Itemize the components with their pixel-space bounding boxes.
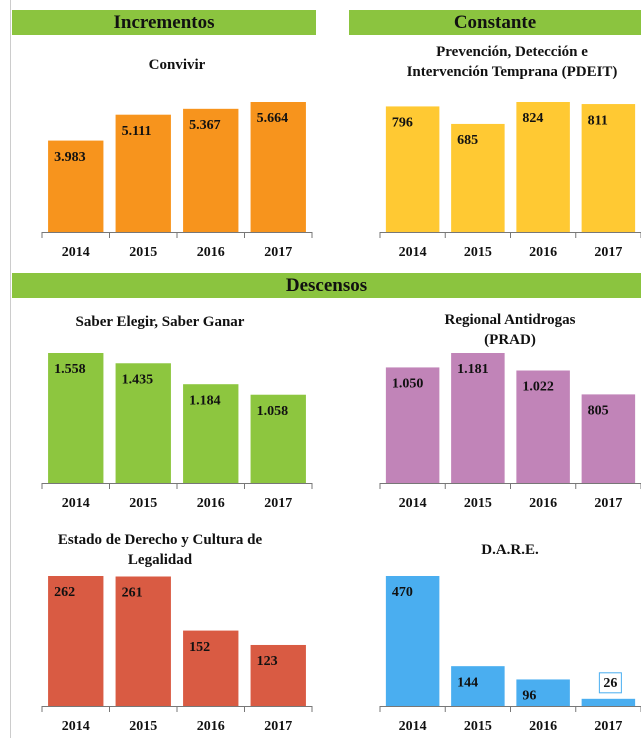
x-tick-label: 2017 [594, 719, 622, 734]
bar [581, 394, 636, 483]
bar [516, 370, 570, 483]
x-tick-label: 2016 [529, 496, 557, 511]
x-tick-label: 2016 [197, 719, 225, 734]
bar [115, 114, 171, 232]
data-label: 1.435 [122, 372, 154, 387]
x-tick-label: 2014 [399, 245, 427, 260]
bar [250, 102, 306, 232]
x-tick-label: 2015 [464, 245, 492, 260]
chart-title: Saber Elegir, Saber Ganar [75, 314, 245, 330]
bar [250, 644, 306, 706]
x-tick-label: 2014 [399, 496, 427, 511]
data-label: 796 [392, 116, 413, 131]
data-label: 805 [588, 404, 609, 419]
bar [385, 576, 440, 706]
label-box [598, 672, 622, 694]
data-label: 1.058 [257, 404, 289, 419]
bar [183, 384, 239, 483]
bar [115, 363, 171, 483]
data-label: 5.367 [189, 118, 221, 133]
bar [48, 140, 104, 232]
x-tick-label: 2014 [399, 719, 427, 734]
data-label: 824 [522, 111, 543, 126]
data-label: 1.184 [189, 393, 221, 408]
x-tick-label: 2014 [62, 245, 90, 260]
data-label: 3.983 [54, 150, 85, 165]
chart-title: Regional Antidrogas (PRAD) [444, 312, 576, 348]
data-label: 470 [392, 585, 413, 600]
bar [48, 576, 104, 706]
data-label: 1.181 [457, 362, 489, 377]
bar [581, 698, 636, 706]
data-label: 123 [257, 654, 278, 669]
section-header: Incrementos [12, 10, 316, 35]
section-header: Descensos [12, 273, 641, 298]
x-tick-label: 2017 [594, 245, 622, 260]
x-tick-label: 2015 [464, 719, 492, 734]
data-label: 261 [122, 586, 143, 601]
data-label: 262 [54, 585, 75, 600]
data-label: 144 [457, 675, 478, 690]
x-tick-label: 2017 [264, 719, 292, 734]
x-tick-label: 2016 [529, 719, 557, 734]
bar [115, 576, 171, 706]
x-tick-label: 2014 [62, 719, 90, 734]
bar [581, 104, 636, 232]
bar [451, 666, 505, 706]
x-tick-label: 2016 [529, 245, 557, 260]
bar [516, 102, 570, 232]
chart-title: Convivir [148, 57, 206, 73]
bar [385, 367, 440, 483]
section-header: Constante [349, 10, 641, 35]
bar [385, 106, 440, 232]
x-tick-label: 2017 [264, 245, 292, 260]
x-tick-label: 2015 [129, 719, 157, 734]
x-tick-label: 2014 [62, 496, 90, 511]
bar [451, 353, 505, 483]
x-tick-label: 2016 [197, 245, 225, 260]
bar [183, 108, 239, 232]
bar [516, 679, 570, 706]
bar [48, 353, 104, 483]
data-label: 5.664 [257, 111, 289, 126]
bar [183, 630, 239, 706]
chart-title: Prevención, Detección e Intervención Tem… [406, 44, 618, 80]
data-label: 96 [522, 689, 536, 704]
data-label: 1.558 [54, 362, 85, 377]
x-tick-label: 2015 [129, 496, 157, 511]
x-tick-label: 2015 [464, 496, 492, 511]
x-tick-label: 2017 [594, 496, 622, 511]
x-tick-label: 2015 [129, 245, 157, 260]
data-label: 811 [588, 113, 608, 128]
bar [451, 123, 505, 232]
chart-title: D.A.R.E. [481, 542, 539, 558]
x-tick-label: 2017 [264, 496, 292, 511]
x-tick-label: 2016 [197, 496, 225, 511]
data-label: 5.111 [122, 124, 152, 139]
data-label: 1.050 [392, 377, 424, 392]
data-label: 685 [457, 133, 478, 148]
bar [250, 394, 306, 483]
data-label: 1.022 [522, 380, 554, 395]
chart-title: Estado de Derecho y Cultura de Legalidad [57, 532, 263, 568]
data-label: 152 [189, 640, 210, 655]
data-label: 26 [603, 676, 617, 691]
